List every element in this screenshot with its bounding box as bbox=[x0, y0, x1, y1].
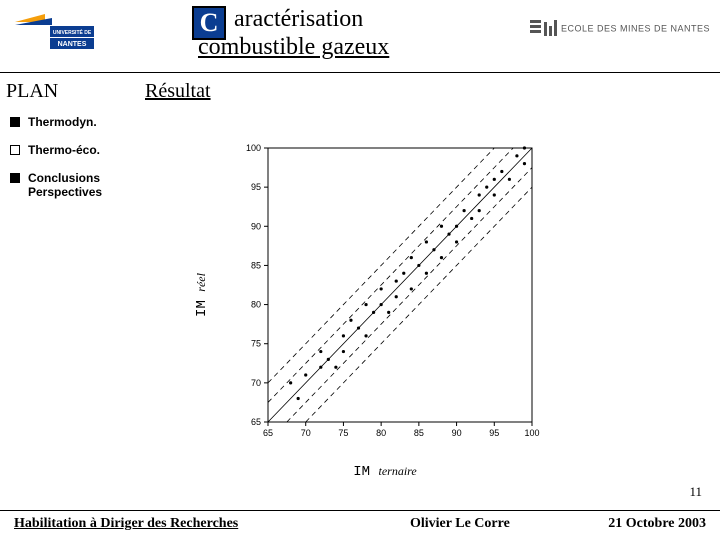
univ-nantes-logo: UNIVERSITÉ DE NANTES bbox=[10, 8, 100, 63]
bullet-icon bbox=[10, 173, 20, 183]
bullet-icon bbox=[10, 117, 20, 127]
mines-text: ECOLE DES MINES DE NANTES bbox=[561, 23, 710, 33]
chart-y-label: IM réel bbox=[194, 273, 210, 317]
sidebar-item: Conclusions Perspectives bbox=[10, 171, 140, 199]
svg-text:80: 80 bbox=[251, 300, 261, 310]
svg-text:75: 75 bbox=[251, 339, 261, 349]
svg-text:85: 85 bbox=[251, 260, 261, 270]
svg-text:70: 70 bbox=[301, 428, 311, 438]
footer-right: 21 Octobre 2003 bbox=[608, 516, 706, 532]
header-divider bbox=[0, 72, 720, 73]
chart-x-label: IM ternaire bbox=[353, 464, 416, 480]
sidebar-item-label: Thermo-éco. bbox=[28, 143, 100, 157]
svg-text:75: 75 bbox=[338, 428, 348, 438]
svg-text:100: 100 bbox=[246, 143, 261, 153]
sidebar-item: Thermodyn. bbox=[10, 115, 140, 129]
page-number: 11 bbox=[689, 484, 702, 500]
svg-text:90: 90 bbox=[452, 428, 462, 438]
sidebar-item: Thermo-éco. bbox=[10, 143, 140, 157]
scatter-chart: 6570758085909510065707580859095100 IM ré… bbox=[230, 140, 540, 450]
svg-text:90: 90 bbox=[251, 221, 261, 231]
header: UNIVERSITÉ DE NANTES C aractérisation co… bbox=[0, 0, 720, 78]
title-line-2: combustible gazeux bbox=[198, 34, 389, 61]
plan-sidebar: Thermodyn. Thermo-éco. Conclusions Perspec… bbox=[10, 115, 140, 213]
svg-text:NANTES: NANTES bbox=[58, 41, 87, 48]
ecole-mines-logo: ECOLE DES MINES DE NANTES bbox=[530, 20, 710, 38]
footer-divider bbox=[0, 510, 720, 511]
svg-text:UNIVERSITÉ DE: UNIVERSITÉ DE bbox=[53, 28, 92, 36]
svg-text:95: 95 bbox=[489, 428, 499, 438]
footer-left: Habilitation à Diriger des Recherches bbox=[14, 516, 238, 532]
svg-text:70: 70 bbox=[251, 378, 261, 388]
svg-text:100: 100 bbox=[524, 428, 539, 438]
svg-text:65: 65 bbox=[263, 428, 273, 438]
svg-text:95: 95 bbox=[251, 182, 261, 192]
title-line-1: aractérisation bbox=[234, 6, 363, 33]
footer-center: Olivier Le Corre bbox=[410, 516, 510, 532]
slide-subtitle: Résultat bbox=[145, 80, 211, 103]
plan-label: PLAN bbox=[6, 80, 58, 103]
svg-text:85: 85 bbox=[414, 428, 424, 438]
sidebar-item-label: Thermodyn. bbox=[28, 115, 97, 129]
svg-text:80: 80 bbox=[376, 428, 386, 438]
bullet-icon bbox=[10, 145, 20, 155]
sidebar-item-label: Conclusions Perspectives bbox=[28, 171, 140, 199]
svg-text:65: 65 bbox=[251, 417, 261, 427]
footer: Habilitation à Diriger des Recherches Ol… bbox=[0, 510, 720, 540]
